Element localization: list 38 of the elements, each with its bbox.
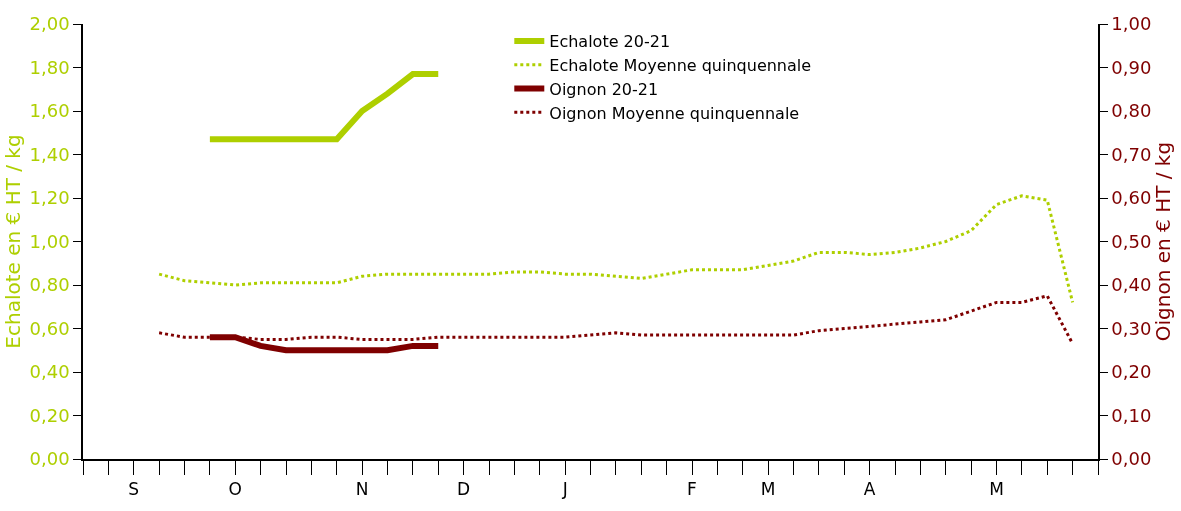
- y-tick-label: 1,00: [29, 230, 70, 252]
- legend-label: Oignon Moyenne quinquennale: [549, 103, 800, 123]
- x-tick-label: D: [457, 479, 471, 500]
- y2-tick-label: 0,90: [1111, 56, 1152, 78]
- y-tick-label: 0,80: [29, 274, 70, 296]
- y-tick-label: 0,00: [29, 448, 70, 470]
- y-tick-label: 1,20: [29, 187, 70, 209]
- y-tick-label: 0,20: [29, 404, 70, 426]
- x-tick-label: M: [989, 479, 1004, 500]
- y-tick-label: 1,40: [29, 143, 70, 165]
- x-tick-label: M: [760, 479, 776, 500]
- y2-tick-label: 0,80: [1111, 100, 1152, 122]
- x-tick-label: A: [863, 479, 876, 500]
- y2-tick-label: 0,40: [1111, 274, 1152, 296]
- x-tick-label: O: [228, 479, 242, 500]
- y-tick-label: 0,60: [29, 317, 70, 339]
- y-tick-label: 1,80: [29, 56, 70, 78]
- y-tick-label: 1,60: [29, 100, 70, 122]
- line-series: [157, 194, 1075, 304]
- y2-tick-label: 0,20: [1111, 361, 1152, 383]
- legend-label: Echalote Moyenne quinquennale: [549, 55, 812, 75]
- legend-label: Echalote 20-21: [549, 32, 671, 52]
- x-tick-label: F: [687, 479, 697, 500]
- y2-tick-label: 1,00: [1111, 13, 1152, 35]
- x-tick-label: J: [561, 479, 568, 500]
- y2-axis-title: Oignon en € HT / kg: [1151, 141, 1176, 342]
- y2-tick-label: 0,00: [1111, 448, 1152, 470]
- y2-tick-label: 0,30: [1111, 317, 1152, 339]
- y2-tick-label: 0,60: [1111, 187, 1152, 209]
- y-tick-label: 0,40: [29, 361, 70, 383]
- y-axis-title: Echalote en € HT / kg: [0, 134, 25, 349]
- legend-label: Oignon 20-21: [549, 79, 659, 99]
- y2-tick-label: 0,70: [1111, 143, 1152, 165]
- y2-tick-label: 0,50: [1111, 230, 1152, 252]
- x-tick-label: N: [355, 479, 369, 500]
- x-tick-label: S: [128, 479, 140, 500]
- y2-tick-label: 0,10: [1111, 404, 1152, 426]
- y-tick-label: 2,00: [29, 13, 70, 35]
